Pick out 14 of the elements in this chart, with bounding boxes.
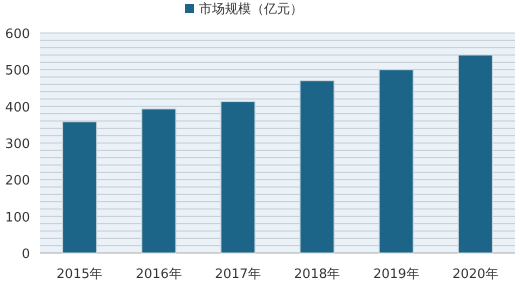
y-tick-label: 300 xyxy=(5,137,30,152)
x-tick-label: 2019年 xyxy=(373,267,420,282)
x-tick-label: 2018年 xyxy=(294,267,340,282)
y-tick-label: 100 xyxy=(5,210,30,226)
y-tick-label: 400 xyxy=(5,100,30,116)
x-tick-label: 2015年 xyxy=(56,267,103,282)
y-tick-label: 600 xyxy=(5,27,30,42)
y-tick-label: 0 xyxy=(22,247,30,262)
x-tick-label: 2020年 xyxy=(452,267,498,282)
y-tick-label: 500 xyxy=(5,64,30,79)
legend-label: 市场规模（亿元） xyxy=(199,2,303,17)
x-tick-label: 2017年 xyxy=(214,267,261,282)
y-tick-label: 200 xyxy=(5,174,30,189)
x-tick-label: 2016年 xyxy=(136,267,182,282)
